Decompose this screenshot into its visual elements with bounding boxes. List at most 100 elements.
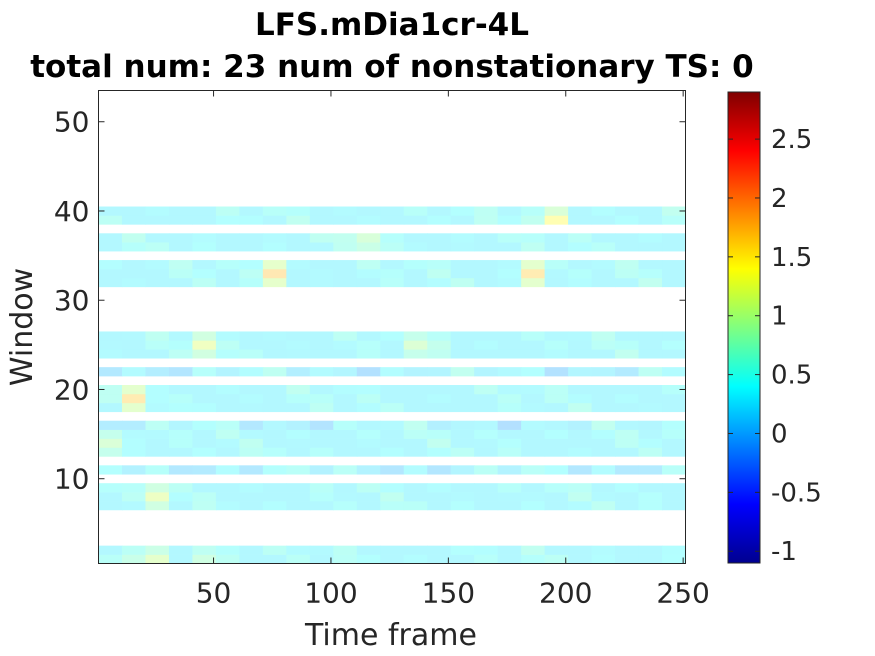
- heatmap-cell: [521, 367, 546, 377]
- heatmap-cell: [662, 349, 687, 359]
- heatmap-cell: [145, 438, 170, 448]
- heatmap-cell: [145, 492, 170, 502]
- heatmap-cell: [497, 492, 522, 502]
- heatmap-cell: [168, 465, 194, 475]
- heatmap-cell: [615, 268, 640, 279]
- heatmap-cell: [145, 331, 170, 341]
- heatmap-cell: [215, 367, 240, 377]
- heatmap-cell: [145, 402, 170, 413]
- heatmap-cell: [615, 438, 640, 448]
- heatmap-cell: [638, 420, 663, 430]
- heatmap-cell: [662, 545, 687, 555]
- heatmap-cell: [380, 545, 405, 555]
- heatmap-cell: [568, 367, 593, 377]
- heatmap-cell: [380, 206, 405, 216]
- heatmap-cell: [98, 420, 123, 430]
- heatmap-cell: [638, 483, 663, 493]
- heatmap-cell: [262, 429, 287, 439]
- heatmap-cell: [309, 465, 334, 475]
- heatmap-cell: [145, 554, 170, 564]
- heatmap-cell: [168, 215, 194, 225]
- heatmap-cell: [427, 260, 452, 270]
- heatmap-cell: [474, 447, 499, 457]
- heatmap-cell: [215, 349, 240, 359]
- heatmap-cell: [450, 447, 475, 457]
- heatmap-cell: [121, 277, 147, 288]
- heatmap-cell: [427, 447, 452, 457]
- heatmap-cell: [568, 438, 593, 448]
- heatmap-cell: [450, 206, 475, 216]
- heatmap-cell: [568, 206, 593, 216]
- heatmap-cell: [403, 260, 428, 270]
- heatmap-cell: [544, 206, 569, 216]
- heatmap-cell: [215, 385, 240, 395]
- heatmap-cell: [380, 215, 405, 225]
- heatmap-cell: [356, 420, 381, 430]
- heatmap-cell: [239, 206, 264, 216]
- heatmap-cell: [262, 554, 287, 564]
- x-axis-ticks: 50 100 150 200 250: [196, 90, 710, 610]
- heatmap-cell: [662, 233, 687, 243]
- heatmap-cell: [591, 420, 616, 430]
- heatmap-cell: [168, 367, 194, 377]
- heatmap-cell: [168, 268, 194, 279]
- heatmap-cell: [403, 349, 428, 359]
- heatmap-cell: [568, 340, 593, 350]
- heatmap-cell: [474, 268, 499, 279]
- heatmap-cell: [497, 367, 522, 377]
- heatmap-cell: [356, 349, 381, 359]
- heatmap-cell: [98, 429, 123, 439]
- heatmap-cell: [474, 349, 499, 359]
- heatmap-cell: [333, 465, 358, 475]
- heatmap-cell: [239, 367, 264, 377]
- heatmap-cell: [333, 206, 358, 216]
- heatmap-cell: [427, 545, 452, 555]
- heatmap-cell: [638, 438, 663, 448]
- heatmap-cell: [474, 438, 499, 448]
- y-tick-label: 30: [54, 284, 90, 317]
- heatmap-cell: [239, 277, 264, 288]
- heatmap-cell: [403, 340, 428, 350]
- y-axis-label: Window: [5, 268, 40, 386]
- heatmap-cell: [521, 492, 546, 502]
- heatmap-cell: [215, 545, 240, 555]
- heatmap-cell: [591, 277, 616, 288]
- heatmap-cell: [192, 554, 217, 564]
- heatmap-cell: [568, 277, 593, 288]
- heatmap-cell: [215, 420, 240, 430]
- heatmap-cell: [497, 420, 522, 430]
- heatmap-cell: [168, 242, 194, 252]
- heatmap-cell: [239, 545, 264, 555]
- heatmap-cell: [356, 447, 381, 457]
- heatmap-cell: [568, 215, 593, 225]
- heatmap-cell: [450, 420, 475, 430]
- heatmap-cell: [638, 277, 663, 288]
- colorbar-tick-label: 2: [771, 184, 788, 214]
- heatmap-cell: [497, 215, 522, 225]
- heatmap-cells: [98, 206, 687, 564]
- heatmap-cell: [403, 233, 428, 243]
- heatmap-cell: [638, 242, 663, 252]
- heatmap-cell: [309, 438, 334, 448]
- heatmap-cell: [239, 483, 264, 493]
- heatmap-cell: [474, 242, 499, 252]
- heatmap-cell: [192, 349, 217, 359]
- heatmap-cell: [215, 340, 240, 350]
- heatmap-cell: [427, 215, 452, 225]
- heatmap-cell: [380, 340, 405, 350]
- heatmap-cell: [615, 402, 640, 413]
- heatmap-cell: [333, 340, 358, 350]
- heatmap-cell: [356, 331, 381, 341]
- heatmap-cell: [309, 206, 334, 216]
- heatmap-cell: [474, 367, 499, 377]
- heatmap-cell: [239, 215, 264, 225]
- heatmap-cell: [403, 483, 428, 493]
- heatmap-cell: [333, 483, 358, 493]
- heatmap-cell: [638, 233, 663, 243]
- heatmap-cell: [544, 483, 569, 493]
- heatmap-cell: [121, 206, 147, 216]
- heatmap-cell: [474, 393, 499, 404]
- heatmap-cell: [591, 340, 616, 350]
- heatmap-cell: [168, 483, 194, 493]
